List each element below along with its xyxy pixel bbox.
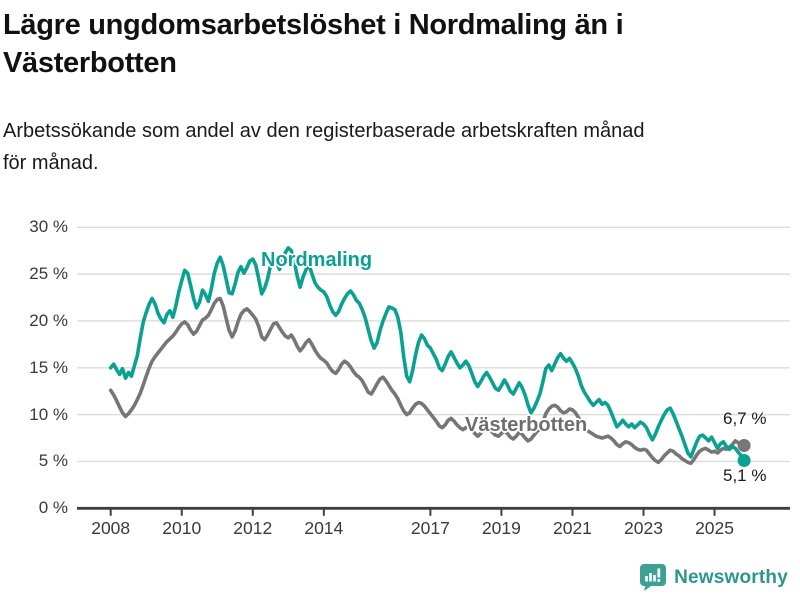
x-tick-label: 2019: [481, 518, 521, 538]
y-tick-label: 20 %: [29, 310, 68, 330]
x-tick-label: 2025: [695, 518, 734, 538]
x-tick-label: 2010: [162, 518, 202, 538]
x-tick-label: 2014: [304, 518, 344, 538]
x-tick-label: 2017: [410, 518, 450, 538]
page-title: Lägre ungdomsarbetslöshet i Nordmaling ä…: [3, 9, 624, 80]
end-value-nordmaling: 5,1 %: [723, 466, 767, 485]
newsworthy-logo-text: Newsworthy: [674, 566, 788, 588]
x-axis: [77, 506, 790, 516]
end-value-vasterbotten: 6,7 %: [723, 409, 767, 428]
x-tick-label: 2008: [91, 518, 131, 538]
x-tick-label: 2021: [552, 518, 592, 538]
x-tick-label: 2012: [233, 518, 273, 538]
newsworthy-logo[interactable]: Newsworthy: [639, 563, 788, 592]
y-tick-label: 5 %: [38, 451, 68, 471]
y-tick-label: 25 %: [29, 264, 68, 284]
series-line-nordmaling: [108, 246, 746, 463]
series-end-dots: [737, 439, 751, 467]
series-label-vasterbotten: Västerbotten: [465, 414, 588, 436]
series-label-nordmaling: Nordmaling: [261, 249, 373, 271]
y-tick-label: 15 %: [29, 357, 68, 377]
chart-subtitle: Arbetssökande som andel av den registerb…: [3, 120, 645, 174]
chart-series: [108, 246, 746, 466]
y-tick-label: 30 %: [29, 217, 68, 237]
y-tick-label: 10 %: [29, 404, 68, 424]
gridlines: [77, 226, 790, 463]
newsworthy-logo-icon: [640, 564, 667, 591]
x-tick-label: 2023: [624, 518, 663, 538]
end-dot-västerbotten: [737, 439, 751, 452]
series-line-västerbotten: [108, 296, 746, 466]
y-tick-label: 0 %: [38, 498, 68, 518]
end-dot-nordmaling: [737, 454, 751, 467]
